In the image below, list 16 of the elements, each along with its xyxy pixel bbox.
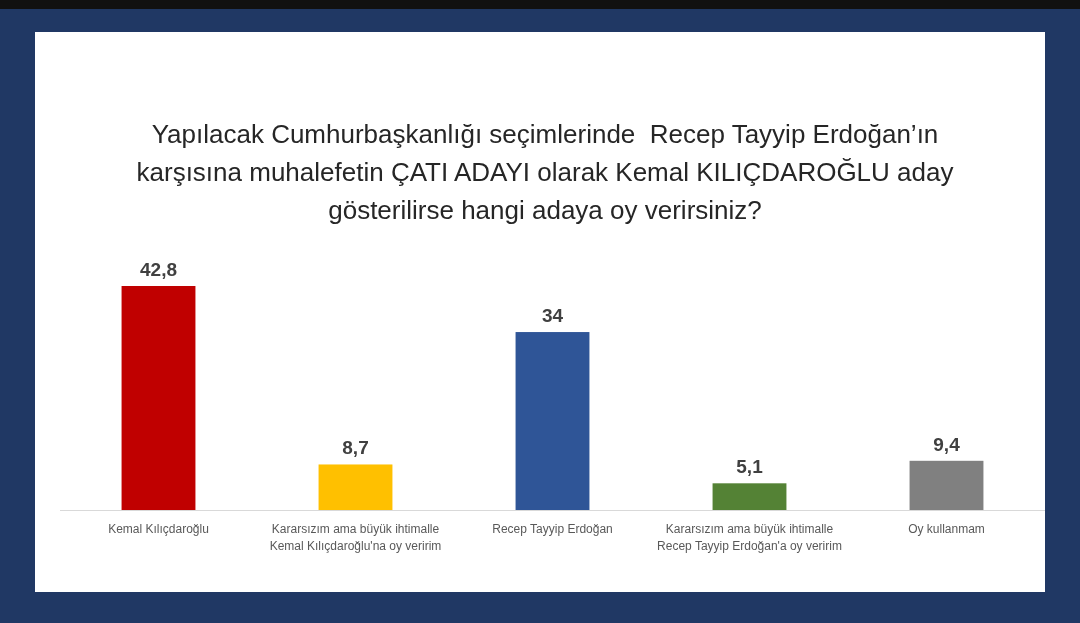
data-label: 34	[541, 305, 564, 327]
x-tick-label: Oy kullanmam	[908, 522, 985, 536]
data-label: 9,4	[933, 433, 961, 455]
data-label: 5,1	[736, 456, 764, 478]
bar	[515, 332, 590, 510]
data-label: 42,8	[140, 259, 177, 280]
bar	[909, 460, 984, 510]
data-label: 8,7	[342, 437, 369, 459]
x-tick-label: Kararsızım ama büyük ihtimalle Recep Tayyip Erdoğan'a oy veririm	[657, 522, 842, 553]
bar	[318, 464, 393, 510]
x-tick-label: Kemal Kılıçdaroğlu	[108, 522, 209, 536]
x-tick-label: Kararsızım ama büyük ihtimalle Kemal Kılıçdaroğlu'na oy veririm	[269, 522, 442, 553]
chart-title: Yapılacak Cumhurbaşkanlığı seçimlerinde Recep Tayyip Erdoğan’ın karşısına muhalefetin ÇATI ADAYI olarak Kemal KILIÇDAROĞLU aday gösterilirse hangi adaya oy verirsiniz?	[136, 119, 954, 225]
bar	[712, 483, 787, 510]
x-tick-label: Recep Tayyip Erdoğan	[492, 522, 613, 536]
bar	[121, 286, 196, 510]
